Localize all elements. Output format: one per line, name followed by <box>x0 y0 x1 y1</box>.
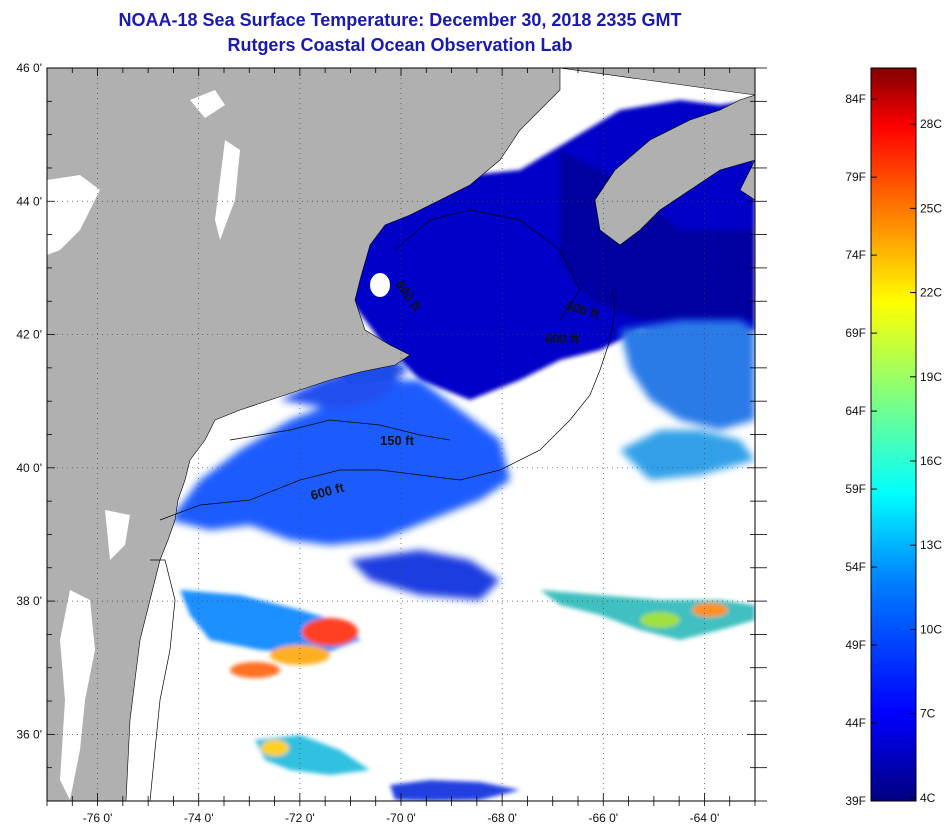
colorbar-c-label: 22C <box>920 286 942 300</box>
colorbar-f-label: 74F <box>845 248 866 262</box>
colorbar-c-label: 7C <box>920 707 936 721</box>
map-area: 600 ft 600 ft 600 ft 150 ft 600 ft <box>47 68 755 801</box>
colorbar-c-label: 10C <box>920 622 942 636</box>
colorbar-f-label: 54F <box>845 560 866 574</box>
colorbar-f-label: 39F <box>845 794 866 808</box>
isobath-lines <box>149 209 616 801</box>
lat-tick-label: 40 0' <box>16 461 42 475</box>
lon-tick-label: -72 0' <box>285 811 315 825</box>
colorbar-c-label: 28C <box>920 117 942 131</box>
lat-tick-label: 44 0' <box>16 194 42 208</box>
colorbar-c-label: 25C <box>920 201 942 215</box>
lon-tick-label: -68 0' <box>487 811 517 825</box>
lon-tick-label: -70 0' <box>386 811 416 825</box>
colorbar-c-label: 13C <box>920 538 942 552</box>
colorbar-ramp <box>870 67 917 802</box>
colorbar-f-label: 49F <box>845 638 866 652</box>
isobath-label: 150 ft <box>380 433 415 448</box>
colorbar-f-label: 59F <box>845 482 866 496</box>
lon-tick-label: -66 0' <box>588 811 618 825</box>
colorbar-c-label: 4C <box>920 791 936 805</box>
colorbar-f-label: 69F <box>845 326 866 340</box>
colorbar-c-label: 16C <box>920 454 942 468</box>
lon-tick-label: -64 0' <box>690 811 720 825</box>
lon-tick-label: -76 0' <box>83 811 113 825</box>
lat-tick-label: 42 0' <box>16 328 42 342</box>
graticule <box>47 68 755 801</box>
land-mass <box>47 68 755 801</box>
lat-tick-label: 36 0' <box>16 727 42 741</box>
lat-tick-label: 46 0' <box>16 61 42 75</box>
colorbar-f-label: 84F <box>845 92 866 106</box>
colorbar-f-label: 79F <box>845 170 866 184</box>
lat-tick-label: 38 0' <box>16 594 42 608</box>
map-axis-labels: -76 0' -74 0' -72 0' -70 0' -68 0' -66 0' -64 … <box>16 61 719 825</box>
sst-warm-eddies <box>180 590 755 801</box>
isobath-label: 600 ft <box>545 331 580 346</box>
map-title: NOAA-18 Sea Surface Temperature: Decembe… <box>118 10 682 30</box>
colorbar-f-label: 44F <box>845 716 866 730</box>
colorbar-f-label: 64F <box>845 404 866 418</box>
map-subtitle: Rutgers Coastal Ocean Observation Lab <box>227 35 573 55</box>
colorbar: 84F 79F 74F 69F 64F 59F 54F 49F 44F 39F 28C 25C 22C 1… <box>845 67 942 808</box>
map-ticks <box>46 67 767 806</box>
lon-tick-label: -74 0' <box>184 811 214 825</box>
land-clouds <box>47 90 390 800</box>
colorbar-c-label: 19C <box>920 370 942 384</box>
